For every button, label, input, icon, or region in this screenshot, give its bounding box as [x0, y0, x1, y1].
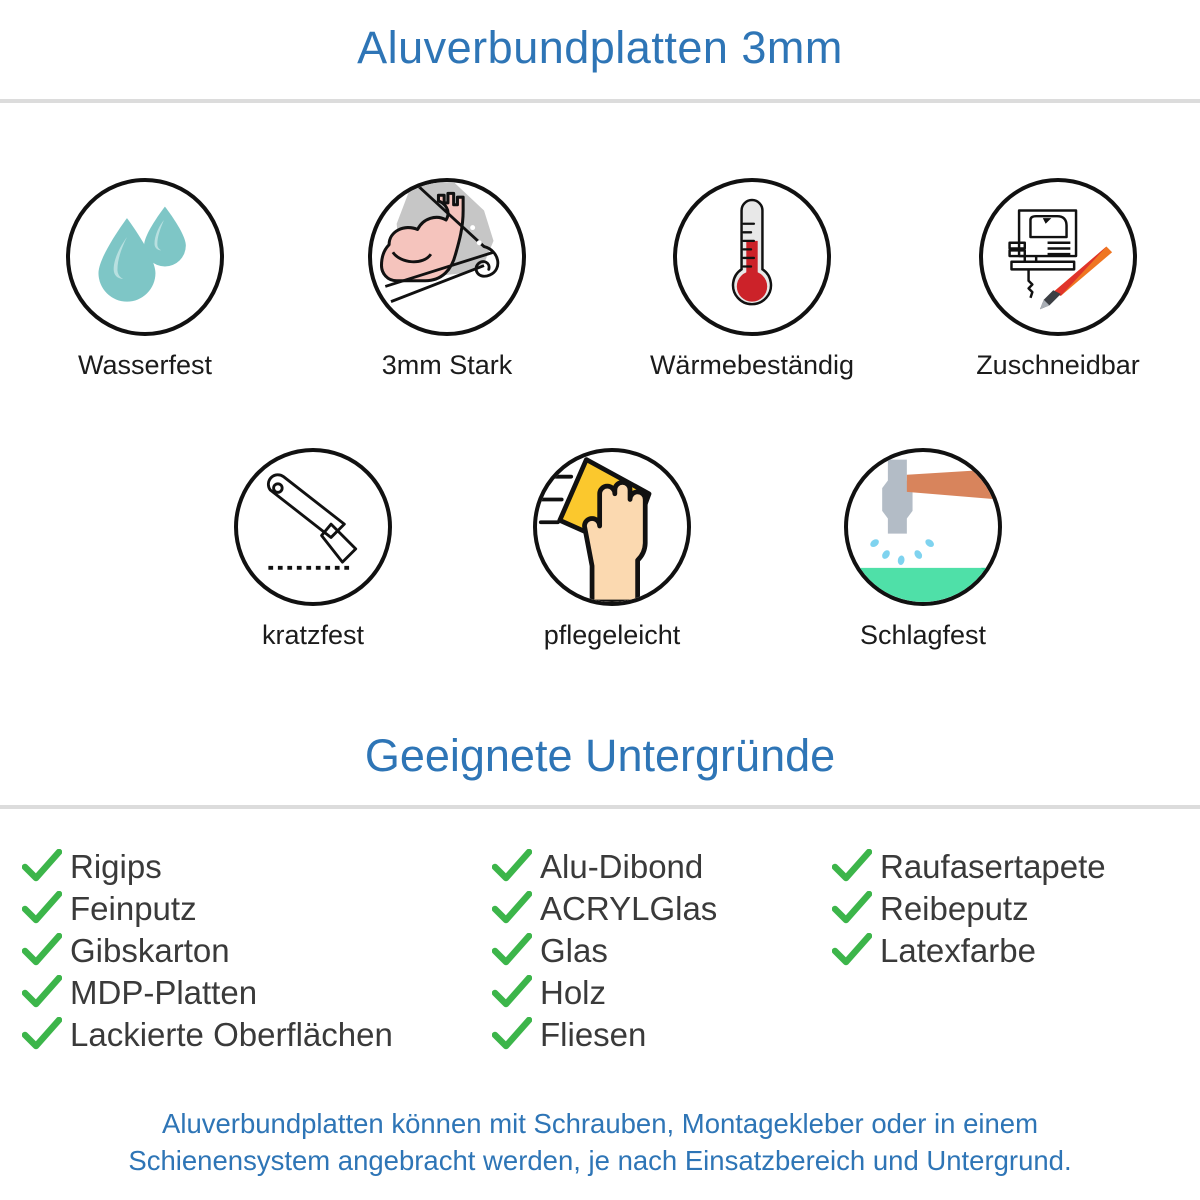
feature-label: Wasserfest [77, 350, 213, 380]
list-item: Holz [492, 971, 832, 1013]
feature-kratzfest: kratzfest [208, 448, 418, 651]
list-item: Fliesen [492, 1013, 832, 1055]
check-icon [832, 849, 872, 882]
list-item-label: Alu-Dibond [540, 847, 704, 885]
feature-circle [368, 178, 526, 336]
list-item: Raufasertapete [832, 845, 1182, 887]
check-icon [22, 933, 62, 966]
feature-circle [844, 448, 1002, 606]
divider-top [0, 99, 1200, 103]
check-icon [492, 975, 532, 1008]
footer-line-1: Aluverbundplatten können mit Schrauben, … [162, 1108, 1038, 1139]
list-item-label: Raufasertapete [880, 847, 1106, 885]
list-item: Rigips [22, 845, 492, 887]
cutter-knife-icon [267, 473, 358, 570]
list-item: Reibeputz [832, 887, 1182, 929]
feature-circle [234, 448, 392, 606]
checklist-column-2: Alu-Dibond ACRYLGlas Glas Holz Fliesen [492, 845, 832, 1055]
list-item: Glas [492, 929, 832, 971]
check-icon [832, 933, 872, 966]
list-item-label: Rigips [70, 847, 162, 885]
feature-circle [673, 178, 831, 336]
feature-label: Wärmebeständig [649, 350, 855, 380]
feature-zuschneidbar: Zuschneidbar [953, 178, 1163, 381]
check-icon [22, 1017, 62, 1050]
list-item-label: MDP-Platten [70, 973, 258, 1011]
flexing-arm-icon [379, 182, 500, 303]
list-item: Alu-Dibond [492, 845, 832, 887]
list-item-label: Reibeputz [880, 889, 1029, 927]
feature-waermebestaendig: Wärmebeständig [647, 178, 857, 381]
feature-circle [979, 178, 1137, 336]
feature-label: 3mm Stark [381, 350, 513, 380]
feature-pflegeleicht: pflegeleicht [507, 448, 717, 651]
jigsaw-cutter-icon [1008, 209, 1113, 310]
check-icon [22, 975, 62, 1008]
check-icon [22, 849, 62, 882]
feature-label: kratzfest [261, 620, 365, 650]
check-icon [22, 891, 62, 924]
feature-label: pflegeleicht [543, 620, 681, 650]
section-title: Geeignete Untergründe [364, 730, 836, 781]
check-icon [492, 849, 532, 882]
check-icon [492, 891, 532, 924]
check-icon [832, 891, 872, 924]
list-item-label: Holz [540, 973, 607, 1011]
check-icon [492, 933, 532, 966]
list-item: MDP-Platten [22, 971, 492, 1013]
feature-label: Schlagfest [859, 620, 987, 650]
footer-line-2: Schienensystem angebracht werden, je nac… [128, 1145, 1072, 1177]
feature-wasserfest: Wasserfest [40, 178, 250, 381]
feature-schlagfest: Schlagfest [818, 448, 1028, 651]
list-item-label: Gibskarton [70, 931, 230, 969]
feature-3mm-stark: 3mm Stark [342, 178, 552, 381]
water-drop-icon [98, 206, 186, 302]
list-item-label: ACRYLGlas [540, 889, 718, 927]
checklist-column-3: Raufasertapete Reibeputz Latexfarbe [832, 845, 1182, 971]
feature-label: Zuschneidbar [976, 350, 1140, 380]
hammer-impact-icon [848, 459, 998, 602]
suitable-substrates-list: Rigips Feinputz Gibskarton MDP-Platten L… [22, 845, 1182, 1055]
thermometer-icon [731, 198, 773, 306]
list-item-label: Lackierte Oberflächen [70, 1015, 393, 1053]
list-item: Latexfarbe [832, 929, 1182, 971]
checklist-column-1: Rigips Feinputz Gibskarton MDP-Platten L… [22, 845, 492, 1055]
list-item: ACRYLGlas [492, 887, 832, 929]
list-item: Feinputz [22, 887, 492, 929]
list-item-label: Feinputz [70, 889, 197, 927]
feature-circle [66, 178, 224, 336]
footer-note: Aluverbundplatten können mit Schrauben, … [0, 1105, 1200, 1179]
list-item-label: Latexfarbe [880, 931, 1036, 969]
list-item-label: Fliesen [540, 1015, 647, 1053]
check-icon [492, 1017, 532, 1050]
page-title: Aluverbundplatten 3mm [357, 22, 843, 73]
list-item-label: Glas [540, 931, 608, 969]
list-item: Lackierte Oberflächen [22, 1013, 492, 1055]
list-item: Gibskarton [22, 929, 492, 971]
hand-cloth-icon [537, 457, 652, 602]
feature-circle [533, 448, 691, 606]
divider-middle [0, 805, 1200, 809]
